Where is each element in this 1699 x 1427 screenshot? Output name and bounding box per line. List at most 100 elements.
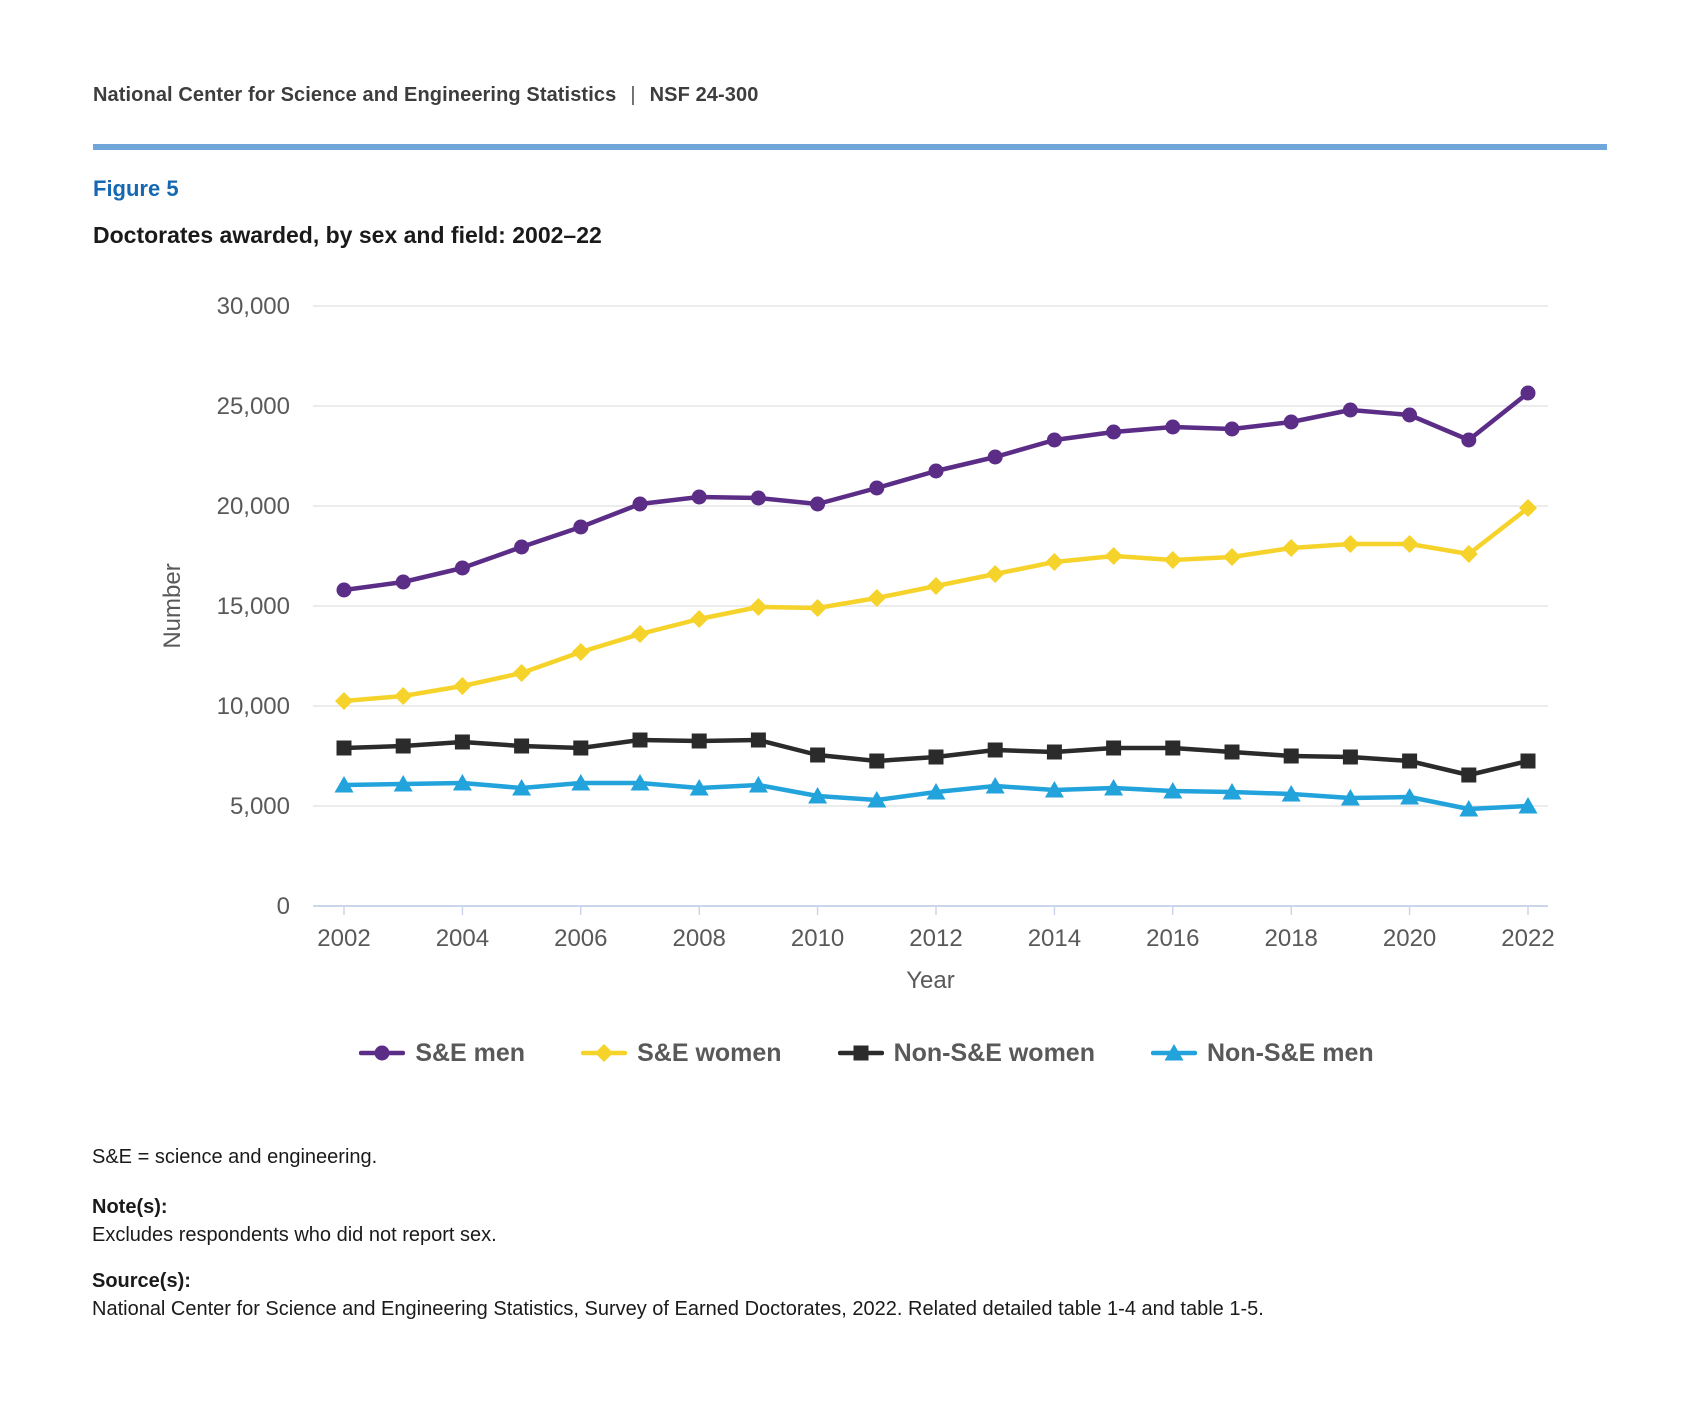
series-non-s-e-women <box>336 732 1536 783</box>
y-tick-label: 10,000 <box>217 693 290 720</box>
data-point-non-s-e-women <box>1283 748 1299 764</box>
data-point-non-s-e-women <box>1342 749 1358 765</box>
data-point-non-s-e-women <box>454 734 470 750</box>
data-point-s-e-women <box>808 599 827 617</box>
notes-heading: Note(s): <box>92 1196 168 1218</box>
x-tick-label: 2014 <box>1028 925 1081 952</box>
header-separator: | <box>630 84 636 106</box>
data-point-non-s-e-women <box>1106 740 1122 756</box>
legend-marker <box>1164 1044 1184 1061</box>
series-non-s-e-men <box>334 774 1538 817</box>
data-point-non-s-e-men <box>512 779 532 796</box>
data-point-non-s-e-men <box>808 787 828 804</box>
series-line-s-e-men <box>341 390 1531 593</box>
figure-title: Doctorates awarded, by sex and field: 20… <box>93 222 602 248</box>
data-point-s-e-men <box>987 449 1003 465</box>
x-tick-label: 2022 <box>1501 925 1554 952</box>
data-point-non-s-e-men <box>1044 781 1064 798</box>
data-point-non-s-e-women <box>395 738 411 754</box>
data-point-s-e-women <box>1459 545 1478 563</box>
data-point-non-s-e-men <box>748 776 768 793</box>
x-tick-label: 2006 <box>554 925 607 952</box>
legend-item-non-s-e-men[interactable]: Non-S&E men <box>1150 1038 1374 1068</box>
legend-item-s-e-women[interactable]: S&E women <box>581 1038 782 1068</box>
data-point-s-e-men <box>810 496 826 512</box>
legend-marker <box>374 1045 390 1061</box>
y-tick-label: 25,000 <box>217 393 290 420</box>
legend-marker <box>595 1044 614 1062</box>
data-point-s-e-men <box>1224 421 1240 437</box>
data-point-s-e-men <box>1520 385 1536 401</box>
data-point-s-e-women <box>1223 548 1241 566</box>
data-point-non-s-e-men <box>334 776 354 793</box>
data-point-s-e-men <box>1106 424 1122 440</box>
data-point-non-s-e-men <box>926 783 946 800</box>
y-tick-label: 0 <box>277 893 290 920</box>
notes-text: Excludes respondents who did not report … <box>92 1224 497 1246</box>
line-chart: 0 5,000 10,000 15,000 20,000 25,000 30,000 2002… <box>159 293 1555 994</box>
legend-label: Non-S&E women <box>893 1038 1095 1067</box>
x-axis-title: Year <box>906 967 955 994</box>
data-point-non-s-e-women <box>1165 740 1181 756</box>
data-point-s-e-men <box>1046 432 1062 448</box>
data-point-s-e-men <box>514 539 530 555</box>
data-point-s-e-men <box>1461 432 1477 448</box>
data-point-non-s-e-women <box>869 753 885 769</box>
data-point-non-s-e-women <box>1461 767 1477 783</box>
data-point-non-s-e-men <box>1281 785 1301 802</box>
source-heading: Source(s): <box>92 1270 191 1292</box>
data-point-s-e-men <box>1342 402 1358 418</box>
data-point-non-s-e-men <box>985 777 1005 794</box>
agency-name: National Center for Science and Engineer… <box>93 84 617 106</box>
series-s-e-men <box>336 385 1536 598</box>
data-point-non-s-e-men <box>867 791 887 808</box>
figure-label: Figure 5 <box>93 176 179 201</box>
data-point-non-s-e-women <box>632 732 648 748</box>
data-point-s-e-men <box>1165 419 1181 435</box>
non-s-e-men-legend-marker-icon <box>1150 1044 1197 1061</box>
x-tick-label: 2012 <box>909 925 962 952</box>
data-point-s-e-women <box>1282 539 1301 557</box>
data-point-s-e-women <box>1341 535 1360 553</box>
data-point-s-e-women <box>867 589 886 607</box>
legend-item-non-s-e-women[interactable]: Non-S&E women <box>837 1038 1095 1068</box>
data-point-non-s-e-women <box>750 732 766 748</box>
data-point-s-e-women <box>1400 535 1419 553</box>
data-point-non-s-e-men <box>1400 788 1420 805</box>
data-point-non-s-e-women <box>987 742 1003 758</box>
s-e-women-legend-marker-icon <box>581 1044 628 1062</box>
data-point-non-s-e-women <box>928 749 944 765</box>
x-tick-label: 2010 <box>791 925 844 952</box>
data-point-s-e-women <box>631 625 649 643</box>
data-point-non-s-e-women <box>1046 744 1062 760</box>
source-text: National Center for Science and Engineer… <box>92 1298 1264 1320</box>
data-point-s-e-men <box>1283 414 1299 430</box>
legend-item-s-e-men[interactable]: S&E men <box>359 1039 525 1068</box>
x-tick-label: 2008 <box>673 925 726 952</box>
data-point-non-s-e-men <box>1459 800 1479 817</box>
legend-label: Non-S&E men <box>1206 1038 1374 1067</box>
y-tick-label: 30,000 <box>217 293 290 320</box>
header-kicker: National Center for Science and Engineer… <box>93 84 758 107</box>
x-tick-label: 2020 <box>1383 925 1436 952</box>
x-tick-label: 2004 <box>436 925 489 952</box>
data-point-s-e-women <box>335 692 353 710</box>
data-point-non-s-e-women <box>336 740 352 756</box>
data-point-s-e-women <box>453 677 472 695</box>
data-point-non-s-e-men <box>1340 789 1360 806</box>
legend-label: S&E women <box>637 1038 782 1067</box>
data-point-s-e-women <box>749 598 768 616</box>
header-rule <box>93 144 1607 150</box>
data-point-non-s-e-women <box>810 747 826 763</box>
data-point-s-e-women <box>1045 553 1064 571</box>
data-point-non-s-e-men <box>1104 779 1124 796</box>
abbreviation-note: S&E = science and engineering. <box>92 1146 378 1168</box>
x-tick-label: 2002 <box>317 925 370 952</box>
data-point-non-s-e-women <box>1520 753 1536 769</box>
data-point-s-e-men <box>395 574 411 590</box>
x-tick-label: 2016 <box>1146 925 1199 952</box>
data-point-non-s-e-men <box>393 775 413 792</box>
report-number: NSF 24-300 <box>649 84 759 106</box>
non-s-e-women-legend-marker-icon <box>837 1045 884 1061</box>
